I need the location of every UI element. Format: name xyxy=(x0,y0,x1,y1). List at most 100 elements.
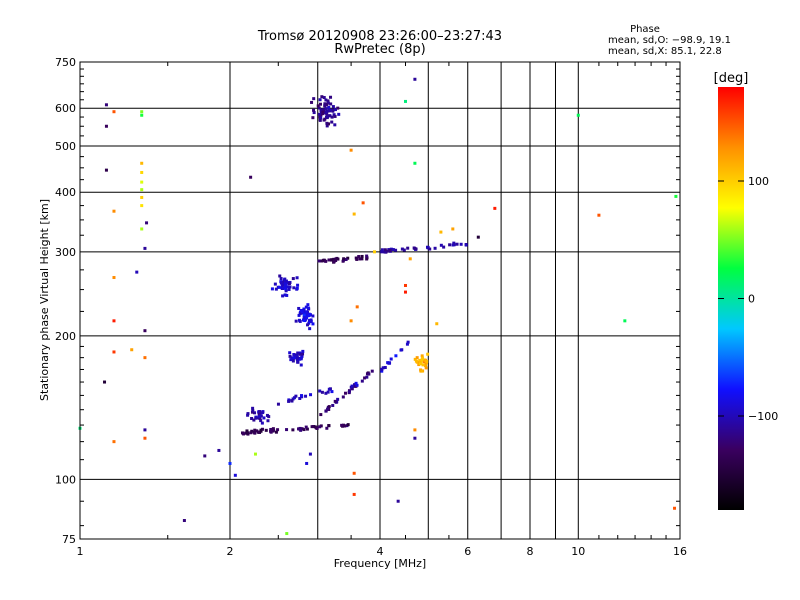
data-point xyxy=(406,246,410,250)
data-point xyxy=(317,106,321,110)
data-point xyxy=(112,350,116,354)
data-point xyxy=(257,415,261,419)
data-point xyxy=(327,387,331,391)
data-point xyxy=(380,250,384,254)
data-point xyxy=(413,77,417,81)
data-point xyxy=(228,461,232,465)
data-point xyxy=(317,112,321,116)
data-point xyxy=(112,209,116,213)
colorbar-label: [deg] xyxy=(714,71,749,86)
data-point xyxy=(103,380,107,384)
data-point xyxy=(400,247,404,251)
data-point xyxy=(343,391,347,395)
data-point xyxy=(312,108,316,112)
data-point xyxy=(439,243,443,247)
chart-title: Tromsø 20120908 23:26:00–23:27:43 xyxy=(257,29,502,44)
stats-heading: Phase xyxy=(630,24,660,35)
data-point xyxy=(311,116,315,120)
data-point xyxy=(349,148,353,152)
data-point xyxy=(459,242,463,246)
data-point xyxy=(418,358,422,362)
data-point xyxy=(305,316,309,320)
y-tick-label: 500 xyxy=(55,140,76,153)
data-point xyxy=(311,314,315,318)
data-point xyxy=(363,376,367,380)
data-point xyxy=(288,285,292,289)
data-point xyxy=(287,282,291,286)
data-point xyxy=(130,348,134,352)
x-tick-label: 16 xyxy=(673,545,687,558)
data-point xyxy=(380,369,384,373)
data-point xyxy=(255,429,259,433)
data-point xyxy=(330,120,334,124)
data-point xyxy=(308,327,312,331)
data-point xyxy=(294,394,298,398)
data-point xyxy=(258,410,262,414)
data-point xyxy=(428,247,432,251)
data-point xyxy=(302,316,306,320)
data-point xyxy=(312,97,316,101)
x-tick-label: 2 xyxy=(227,545,234,558)
data-point xyxy=(408,257,412,261)
x-tick-label: 6 xyxy=(464,545,471,558)
data-point xyxy=(365,257,369,261)
data-point xyxy=(399,348,403,352)
data-point xyxy=(140,170,144,174)
data-point xyxy=(435,322,439,326)
data-point xyxy=(283,286,287,290)
data-point xyxy=(324,391,328,395)
data-point xyxy=(259,428,263,432)
data-point xyxy=(330,258,334,262)
data-point xyxy=(281,294,285,298)
data-point xyxy=(140,113,144,117)
data-point xyxy=(439,230,443,234)
colorbar-tick-label: 100 xyxy=(748,175,769,188)
data-point xyxy=(246,412,250,416)
data-point xyxy=(413,161,417,165)
data-point xyxy=(332,260,336,264)
data-point xyxy=(673,506,677,510)
data-point xyxy=(355,305,359,309)
data-point xyxy=(307,319,311,323)
y-tick-label: 100 xyxy=(55,473,76,486)
stats-line-o: mean, sd,O: −98.9, 19.1 xyxy=(608,35,731,46)
data-point xyxy=(140,204,144,208)
data-point xyxy=(333,123,337,127)
data-point xyxy=(259,419,263,423)
data-point xyxy=(140,188,144,192)
data-point xyxy=(383,365,387,369)
data-point xyxy=(298,352,302,356)
data-point xyxy=(112,440,116,444)
data-point xyxy=(331,108,335,112)
data-point xyxy=(104,168,108,172)
data-point xyxy=(285,293,289,297)
data-point xyxy=(295,276,299,280)
data-point xyxy=(269,430,273,434)
data-point xyxy=(203,454,207,458)
data-point xyxy=(327,405,331,409)
data-point xyxy=(425,359,429,363)
data-point xyxy=(385,249,389,253)
data-point xyxy=(317,259,321,263)
data-point xyxy=(292,356,296,360)
data-point xyxy=(301,349,305,353)
plot-frame xyxy=(79,61,681,540)
data-point xyxy=(623,319,627,323)
data-point xyxy=(324,115,328,119)
data-point xyxy=(262,416,266,420)
data-point xyxy=(300,427,304,431)
data-point xyxy=(292,396,296,400)
data-point xyxy=(307,321,311,325)
data-point xyxy=(284,289,288,293)
data-point xyxy=(322,118,326,122)
data-point xyxy=(321,109,325,113)
data-point xyxy=(296,283,300,287)
data-point xyxy=(324,259,328,263)
data-point xyxy=(306,303,310,307)
data-point xyxy=(413,436,417,440)
data-point xyxy=(452,243,456,247)
data-point xyxy=(143,329,147,333)
data-point xyxy=(318,102,322,106)
data-point xyxy=(253,411,257,415)
x-tick-label: 8 xyxy=(527,545,534,558)
